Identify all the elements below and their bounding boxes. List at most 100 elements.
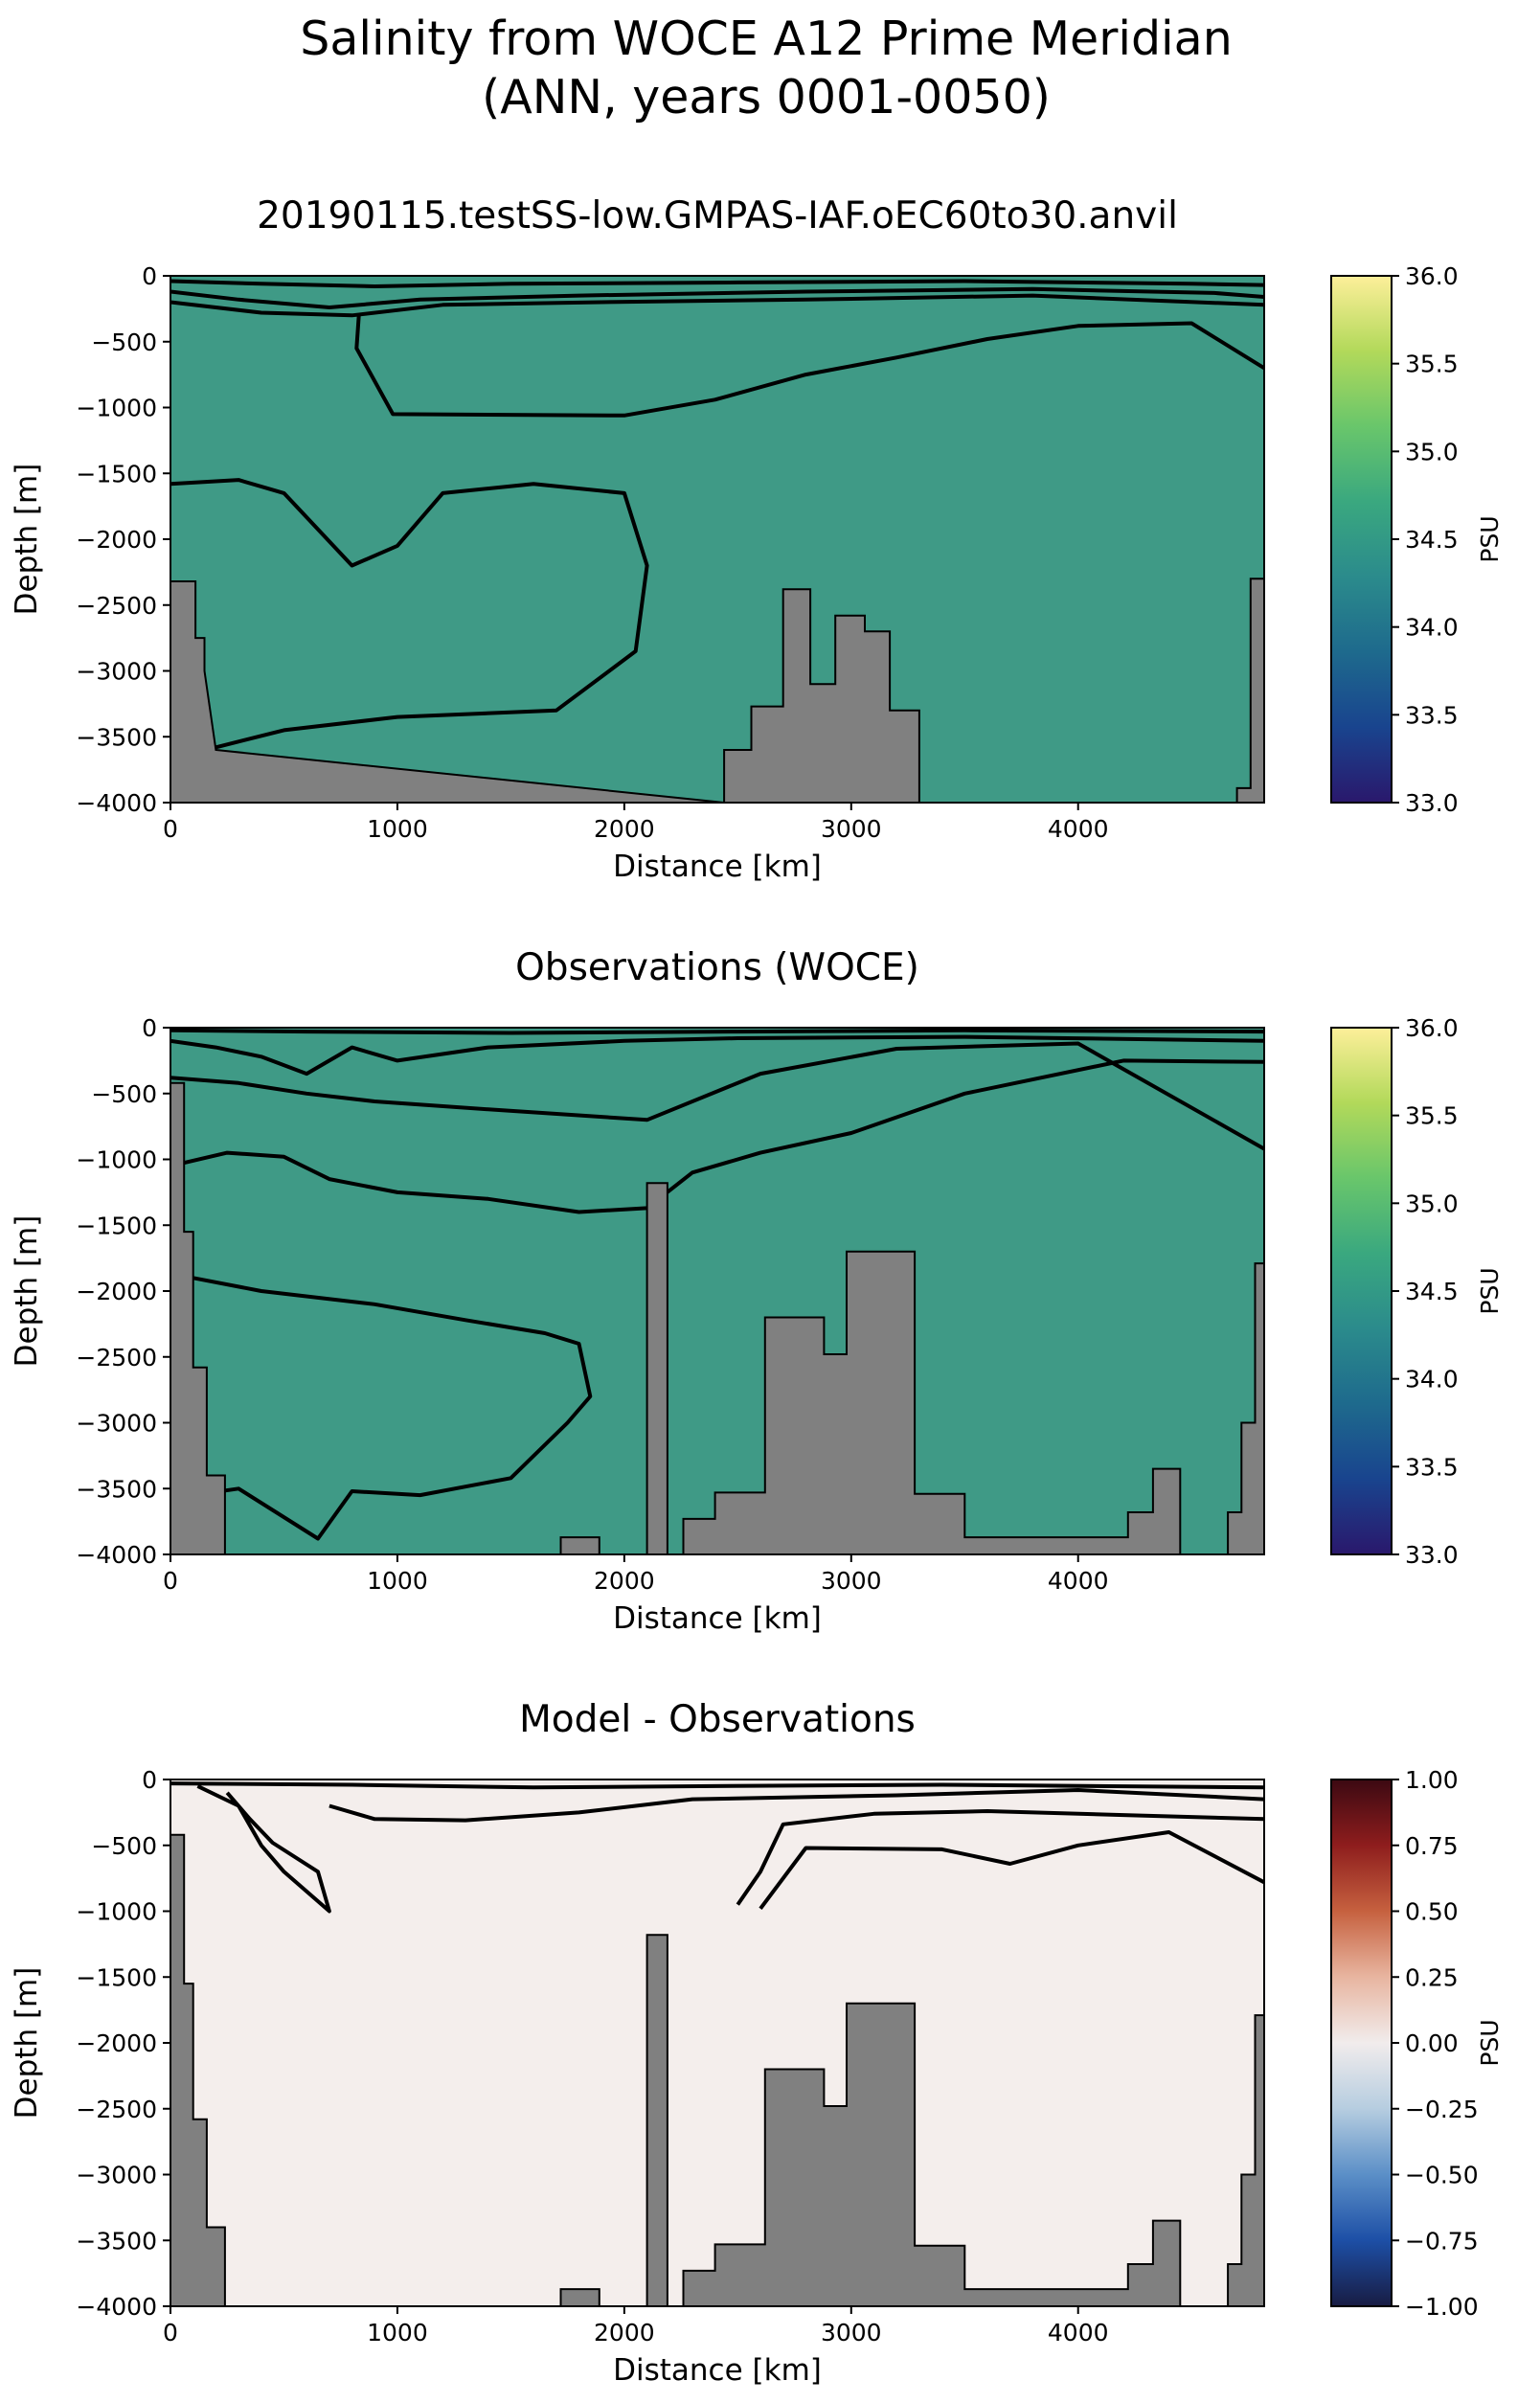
figure-subtitle: (ANN, years 0001-0050) [482, 70, 1051, 125]
colorbar-tick-label: 33.5 [1405, 1453, 1459, 1481]
colorbar-tick-label: 36.0 [1405, 1014, 1459, 1042]
x-tick-label: 1000 [367, 1567, 428, 1595]
y-tick-label: −1000 [76, 1898, 157, 1926]
y-tick-label: −4000 [76, 1541, 157, 1569]
x-tick-label: 0 [163, 2319, 178, 2346]
y-tick-label: −4000 [76, 789, 157, 817]
y-tick-label: −3000 [76, 2162, 157, 2189]
salinity-field [170, 276, 1264, 803]
panel-3: Model - Observations 0 1000 2000 3000 4000 0 −5… [10, 1698, 1504, 2388]
colorbar-tick-label: 0.50 [1405, 1898, 1459, 1926]
x-tick-label: 1000 [367, 2319, 428, 2346]
y-tick-label: 0 [142, 1014, 157, 1042]
contour-lines [170, 279, 1264, 750]
colorbar-tick-label: −0.50 [1405, 2162, 1479, 2189]
contour-line-2 [170, 1034, 1264, 1077]
contour-line-3 [196, 1784, 331, 1914]
x-axis-label: Distance [km] [613, 1601, 822, 1636]
contour-line-5 [170, 478, 649, 750]
x-tick-label: 2000 [594, 1567, 655, 1595]
salinity-field [170, 1780, 1264, 2306]
contour-line-1 [170, 279, 1264, 288]
y-tick-label: −1000 [76, 1146, 157, 1174]
y-tick-label: −2000 [76, 526, 157, 554]
panel-title: Model - Observations [519, 1698, 916, 1741]
colorbar-tick-label: 36.0 [1405, 262, 1459, 290]
colorbar-tick-label: 0.75 [1405, 1832, 1459, 1860]
figure-title: Salinity from WOCE A12 Prime Meridian [300, 11, 1233, 66]
y-tick-label: −500 [91, 1080, 157, 1108]
colorbar [1330, 1027, 1393, 1555]
y-tick-label: −500 [91, 1832, 157, 1860]
y-tick-label: −3000 [76, 658, 157, 686]
x-tick-label: 2000 [594, 2319, 655, 2346]
bathymetry [170, 1833, 1264, 2306]
x-tick-label: 2000 [594, 815, 655, 843]
contour-line-2 [170, 286, 1264, 309]
y-tick-label: −1500 [76, 1963, 157, 1991]
colorbar-tick-label: 0.00 [1405, 2029, 1459, 2057]
contour-line-4 [170, 1058, 1264, 1214]
contour-lines [170, 1781, 1264, 1914]
y-tick-label: −2500 [76, 592, 157, 620]
colorbar-tick-label: −0.25 [1405, 2096, 1479, 2123]
colorbar-tick-label: 35.5 [1405, 351, 1459, 378]
colorbar [1330, 275, 1393, 804]
colorbar-tick-label: −0.75 [1405, 2227, 1479, 2255]
x-tick-label: 4000 [1048, 1567, 1109, 1595]
y-axis-label: Depth [m] [10, 464, 44, 616]
y-tick-label: −3500 [76, 2227, 157, 2255]
contour-line-3 [170, 293, 1264, 318]
x-tick-label: 3000 [821, 1567, 882, 1595]
y-tick-label: −3500 [76, 723, 157, 751]
x-axis-label: Distance [km] [613, 2353, 822, 2388]
colorbar-label: PSU [1476, 2019, 1504, 2066]
panel-title: Observations (WOCE) [515, 946, 919, 989]
colorbar-label: PSU [1476, 1267, 1504, 1314]
contour-line-1 [170, 1028, 1264, 1035]
y-tick-label: −2000 [76, 2029, 157, 2057]
colorbar-tick-label: 35.0 [1405, 438, 1459, 465]
y-tick-label: −1500 [76, 1212, 157, 1239]
colorbar-tick-label: 34.5 [1405, 1278, 1459, 1305]
x-tick-label: 3000 [821, 2319, 882, 2346]
contour-line-4 [736, 1809, 1264, 1906]
y-axis-label: Depth [m] [10, 1215, 44, 1368]
y-tick-label: −2500 [76, 2096, 157, 2123]
y-tick-label: −2000 [76, 1278, 157, 1305]
colorbar-tick-label: 35.0 [1405, 1190, 1459, 1217]
contour-line-5 [192, 1276, 593, 1541]
x-tick-label: 3000 [821, 815, 882, 843]
colorbar-tick-label: 34.0 [1405, 1366, 1459, 1394]
colorbar-tick-label: 1.00 [1405, 1766, 1459, 1794]
colorbar-tick-label: 34.0 [1405, 614, 1459, 642]
salinity-field [170, 1028, 1264, 1554]
y-tick-label: −2500 [76, 1344, 157, 1372]
colorbar-tick-label: 35.5 [1405, 1102, 1459, 1130]
y-tick-label: −3000 [76, 1410, 157, 1438]
panel-title: 20190115.testSS-low.GMPAS-IAF.oEC60to30.… [257, 194, 1178, 238]
y-axis-label: Depth [m] [10, 1967, 44, 2120]
colorbar [1330, 1779, 1393, 2307]
contour-line-5 [759, 1830, 1264, 1910]
colorbar-tick-label: 0.25 [1405, 1963, 1459, 1991]
contour-line-4 [354, 315, 1264, 418]
contour-lines [170, 1028, 1264, 1541]
y-tick-label: 0 [142, 262, 157, 290]
x-tick-label: 1000 [367, 815, 428, 843]
x-tick-label: 0 [163, 1567, 178, 1595]
y-tick-label: 0 [142, 1766, 157, 1794]
contour-line-1 [170, 1781, 1264, 1790]
bathymetry [170, 1081, 1264, 1554]
contour-line-2 [328, 1788, 1264, 1823]
y-tick-label: −1000 [76, 395, 157, 422]
y-tick-label: −500 [91, 329, 157, 356]
y-tick-label: −1500 [76, 460, 157, 487]
x-tick-label: 0 [163, 815, 178, 843]
contour-line-3 [170, 1041, 1264, 1151]
bathymetry [170, 578, 1264, 803]
x-tick-label: 4000 [1048, 815, 1109, 843]
x-axis-label: Distance [km] [613, 850, 822, 884]
colorbar-tick-label: 34.5 [1405, 526, 1459, 554]
panel-1: 20190115.testSS-low.GMPAS-IAF.oEC60to30.… [10, 194, 1504, 884]
